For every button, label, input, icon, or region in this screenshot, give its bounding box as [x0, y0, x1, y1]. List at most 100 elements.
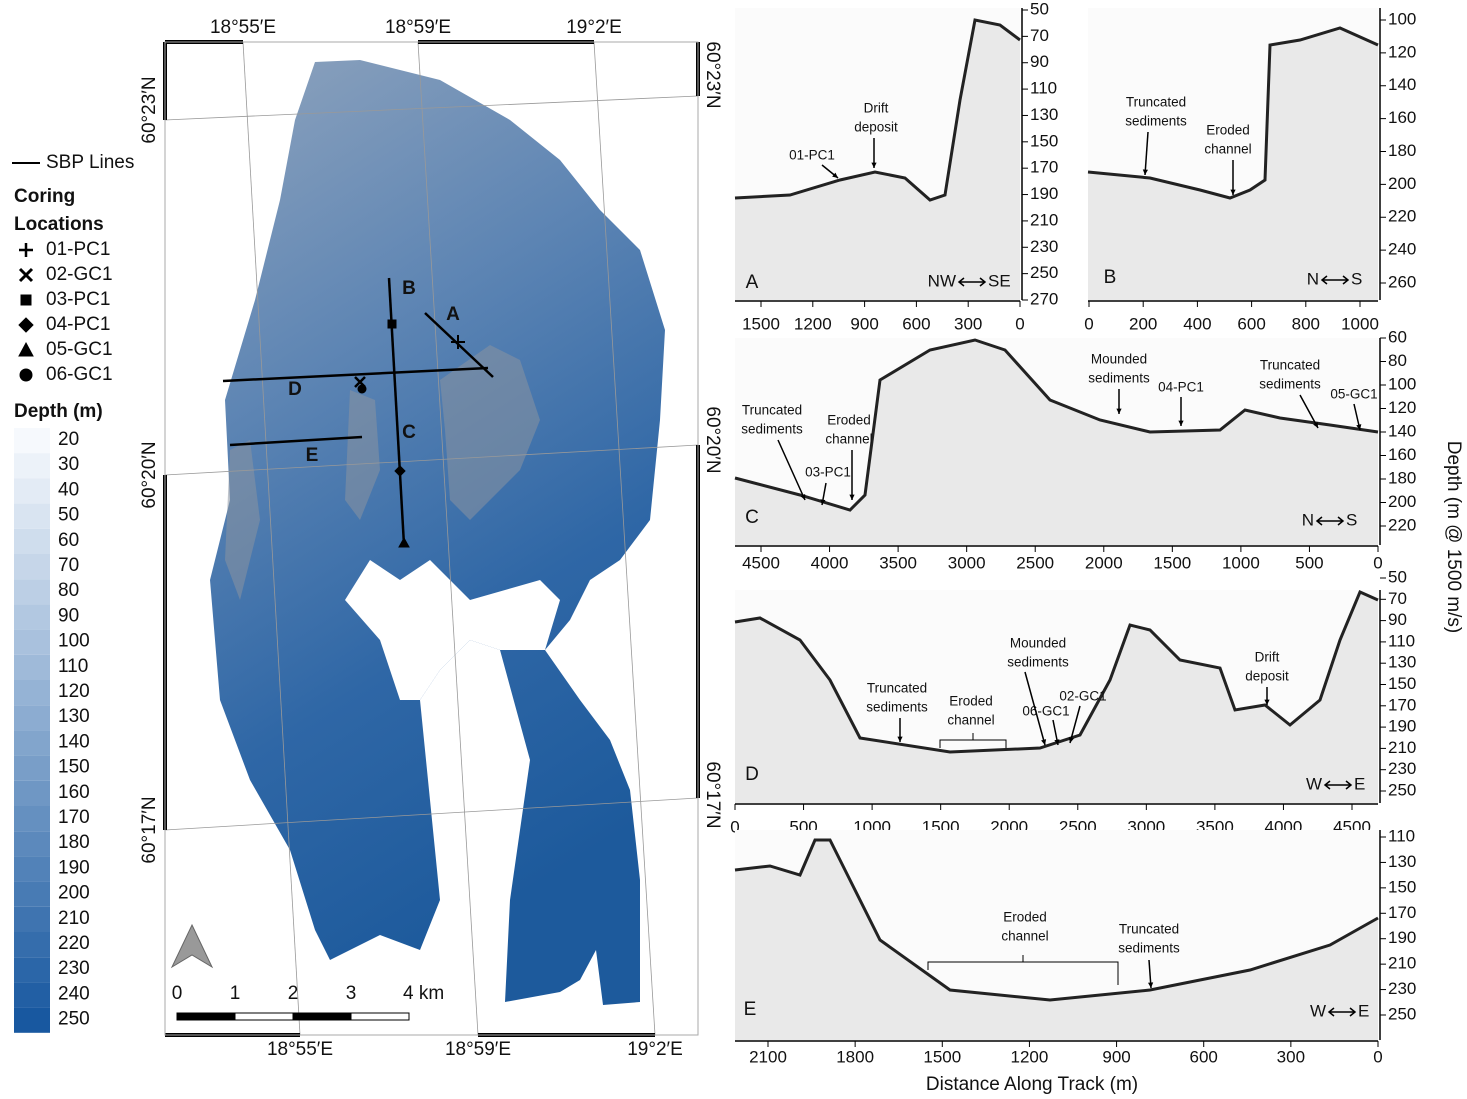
- legend-title: Coring: [14, 186, 75, 207]
- depth-swatch: [14, 529, 50, 554]
- scale-label: 3: [346, 983, 357, 1004]
- y-tick-label: 160: [1388, 108, 1416, 127]
- depth-label: 70: [58, 555, 79, 576]
- depth-swatch: [14, 781, 50, 806]
- axis-title: Depth (m @ 1500 m/s): [1443, 441, 1464, 633]
- annotation: channel: [1204, 142, 1251, 157]
- x-tick-label: 1500: [1153, 553, 1191, 572]
- annotation: Truncated: [742, 403, 802, 418]
- x-tick-label: 1200: [1011, 1047, 1049, 1066]
- annotation: 01-PC1: [789, 148, 835, 163]
- y-tick-label: 170: [1388, 695, 1416, 714]
- y-tick-label: 90: [1030, 52, 1049, 71]
- depth-label: 250: [58, 1009, 90, 1030]
- scale-segment: [351, 1013, 409, 1020]
- depth-label: 180: [58, 832, 90, 853]
- depth-swatch: [14, 1008, 50, 1033]
- y-tick-label: 210: [1388, 954, 1416, 973]
- scale-label: 0: [172, 983, 183, 1004]
- annotation: Eroded: [1206, 123, 1250, 138]
- x-tick-label: 300: [1277, 1047, 1305, 1066]
- annotation: Drift: [1255, 650, 1280, 665]
- figure: 18°55′E18°59′E19°2′E18°55′E18°59′E19°2′E…: [0, 0, 1467, 1099]
- panel-label: E: [744, 999, 757, 1020]
- depth-label: 110: [58, 656, 88, 677]
- core-symbol: [358, 385, 366, 393]
- y-tick-label: 110: [1388, 826, 1415, 845]
- depth-swatch: [14, 630, 50, 655]
- y-tick-label: 270: [1030, 289, 1058, 308]
- direction-label: E: [1358, 1001, 1369, 1020]
- lat-label: 60°17′N: [139, 796, 160, 863]
- scale-segment: [177, 1013, 235, 1020]
- depth-label: 20: [58, 429, 79, 450]
- direction-label: W: [1306, 774, 1322, 793]
- depth-label: 130: [58, 706, 90, 727]
- direction-label: SE: [988, 271, 1011, 290]
- annotation: Mounded: [1010, 636, 1066, 651]
- depth-swatch: [14, 504, 50, 529]
- x-tick-label: 600: [1190, 1047, 1218, 1066]
- y-tick-label: 230: [1388, 979, 1416, 998]
- x-tick-label: 2500: [1016, 553, 1054, 572]
- y-tick-label: 150: [1388, 674, 1416, 693]
- axis-title: Distance Along Track (m): [926, 1074, 1138, 1095]
- legend-label: 02-GC1: [46, 264, 113, 285]
- depth-label: 140: [58, 731, 90, 752]
- lon-label: 19°2′E: [627, 1039, 683, 1060]
- depth-swatch: [14, 982, 50, 1007]
- depth-swatch: [14, 554, 50, 579]
- lat-label: 60°23′N: [139, 76, 160, 143]
- x-tick-label: 1000: [1341, 314, 1379, 333]
- y-tick-label: 200: [1388, 174, 1416, 193]
- x-tick-label: 400: [1183, 314, 1211, 333]
- annotation: Mounded: [1091, 352, 1147, 367]
- legend-label: 06-GC1: [46, 364, 113, 385]
- lon-label: 18°59′E: [385, 17, 451, 38]
- depth-swatch: [14, 730, 50, 755]
- annotation: deposit: [1245, 669, 1289, 684]
- depth-label: 50: [58, 505, 79, 526]
- y-tick-label: 250: [1388, 780, 1416, 799]
- x-tick-label: 4500: [742, 553, 780, 572]
- annotation: channel: [825, 432, 872, 447]
- x-tick-label: 2100: [749, 1047, 787, 1066]
- y-tick-label: 220: [1388, 515, 1416, 534]
- x-tick-label: 900: [850, 314, 878, 333]
- legend-symbol: [20, 369, 32, 381]
- direction-label: S: [1346, 510, 1357, 529]
- depth-swatch: [14, 831, 50, 856]
- y-tick-label: 130: [1388, 852, 1416, 871]
- x-tick-label: 0: [1373, 1047, 1382, 1066]
- depth-label: 220: [58, 933, 90, 954]
- x-tick-label: 1800: [836, 1047, 874, 1066]
- x-tick-label: 800: [1292, 314, 1320, 333]
- y-tick-label: 180: [1388, 468, 1416, 487]
- annotation: Eroded: [827, 413, 871, 428]
- legend-title: Depth (m): [14, 401, 103, 422]
- y-tick-label: 250: [1030, 263, 1058, 282]
- y-tick-label: 100: [1388, 374, 1416, 393]
- scale-label: 4 km: [403, 983, 444, 1004]
- depth-swatch: [14, 453, 50, 478]
- map: [165, 42, 698, 1035]
- x-tick-label: 1500: [923, 1047, 961, 1066]
- direction-label: N: [1302, 510, 1314, 529]
- x-tick-label: 0: [1373, 553, 1382, 572]
- lon-label: 18°55′E: [267, 1039, 333, 1060]
- depth-label: 100: [58, 631, 90, 652]
- annotation: Eroded: [949, 694, 993, 709]
- depth-label: 200: [58, 883, 90, 904]
- x-tick-label: 1000: [1222, 553, 1260, 572]
- x-tick-label: 900: [1102, 1047, 1130, 1066]
- panel-label: B: [1104, 267, 1117, 288]
- north-arrow: [172, 925, 212, 967]
- legend-label: SBP Lines: [46, 152, 134, 173]
- y-tick-label: 190: [1030, 184, 1058, 203]
- y-tick-label: 60: [1388, 327, 1407, 346]
- depth-swatch: [14, 604, 50, 629]
- depth-swatch: [14, 756, 50, 781]
- x-tick-label: 600: [902, 314, 930, 333]
- depth-swatch: [14, 428, 50, 453]
- direction-label: S: [1351, 269, 1362, 288]
